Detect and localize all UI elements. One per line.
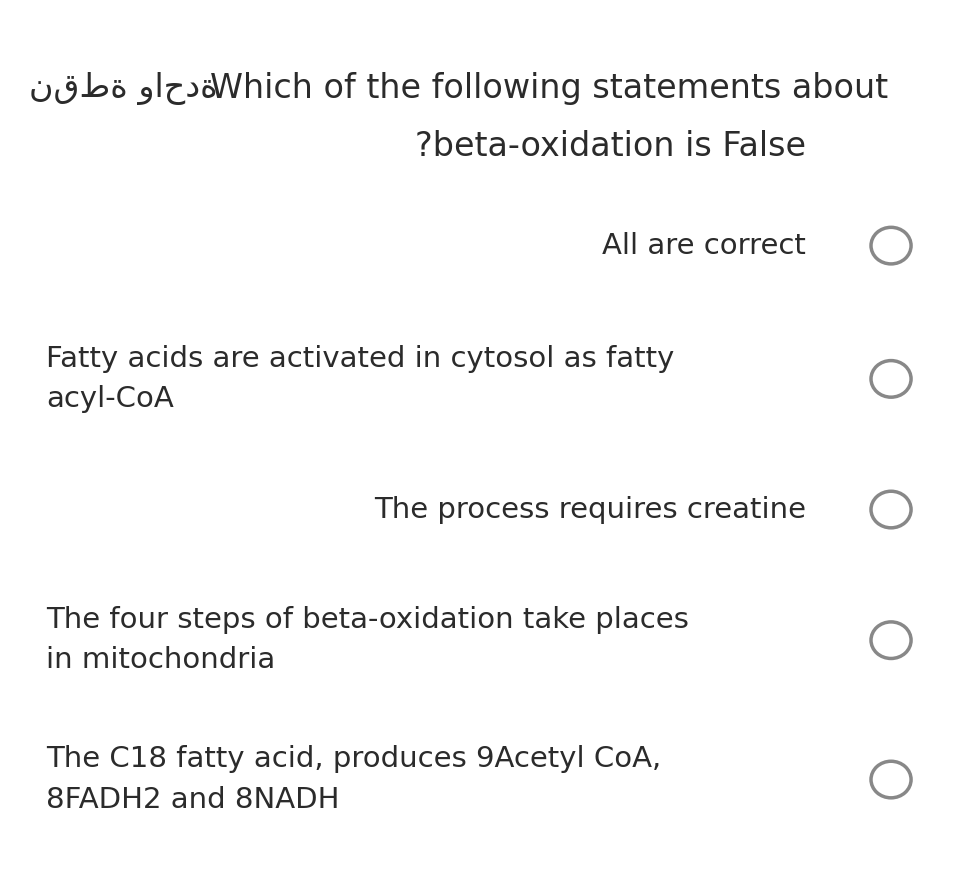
- Text: All are correct: All are correct: [601, 232, 805, 260]
- Text: The process requires creatine: The process requires creatine: [374, 496, 805, 523]
- Text: ?beta-oxidation is False: ?beta-oxidation is False: [415, 130, 805, 163]
- Text: Which of the following statements about: Which of the following statements about: [210, 72, 887, 105]
- Text: The C18 fatty acid, produces 9Acetyl CoA,
8FADH2 and 8NADH: The C18 fatty acid, produces 9Acetyl CoA…: [46, 746, 660, 814]
- Text: The four steps of beta-oxidation take places
in mitochondria: The four steps of beta-oxidation take pl…: [46, 606, 688, 674]
- Text: نقطة واحدة: نقطة واحدة: [29, 72, 217, 105]
- Text: Fatty acids are activated in cytosol as fatty
acyl-CoA: Fatty acids are activated in cytosol as …: [46, 345, 674, 413]
